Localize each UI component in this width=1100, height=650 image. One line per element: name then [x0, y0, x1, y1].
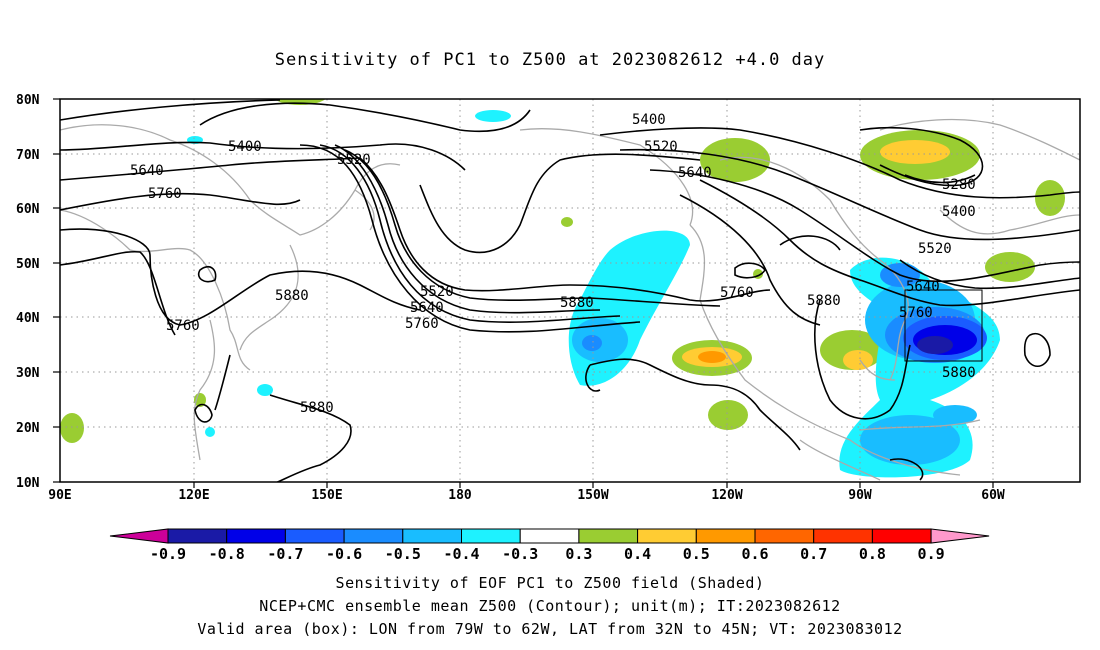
negative-sensitivity-area [582, 335, 602, 351]
lon-label: 180 [448, 488, 472, 503]
caption-contour: NCEP+CMC ensemble mean Z500 (Contour); u… [259, 597, 841, 615]
negative-sensitivity-area [475, 110, 511, 122]
plot-frame [59, 98, 1081, 483]
colorbar-swatch [343, 528, 404, 544]
contour-label: 5520 [918, 241, 952, 257]
colorbar-swatch [813, 528, 873, 544]
negative-sensitivity-area [933, 405, 977, 425]
latitude-axis: 80N 70N 60N 50N 40N 30N 20N 10N [16, 93, 60, 491]
colorbar-swatch [226, 528, 286, 544]
colorbar-label: -0.5 [385, 545, 421, 563]
lon-label: 120E [178, 488, 209, 503]
colorbar-label: 0.8 [859, 545, 886, 563]
contour-label: 5880 [275, 288, 309, 304]
lon-label: 90E [48, 488, 71, 503]
contour-label: 5760 [899, 305, 933, 321]
colorbar-swatch [754, 528, 815, 544]
lon-label: 120W [711, 488, 742, 503]
colorbar-swatch [695, 528, 756, 544]
contour-label: 5520 [337, 152, 371, 168]
lat-label: 80N [16, 93, 40, 108]
contour-label: 5640 [410, 300, 444, 316]
contour-label: 5520 [420, 284, 454, 300]
colorbar-swatch [519, 528, 580, 544]
caption-shaded: Sensitivity of EOF PC1 to Z500 field (Sh… [335, 574, 765, 592]
colorbar-label: -0.6 [326, 545, 362, 563]
positive-sensitivity-core [880, 140, 950, 164]
lon-label: 60W [981, 488, 1005, 503]
contour-label: 5400 [228, 139, 262, 155]
contour-label: 5880 [942, 365, 976, 381]
longitude-axis: 90E 120E 150E 180 150W 120W 90W 60W [48, 482, 1005, 503]
z500-contours [60, 99, 1080, 482]
contour-label-group: 5400 5520 5640 5760 5880 5760 5520 5640 … [130, 112, 976, 416]
contour-label: 5640 [130, 163, 164, 179]
colorbar-label: -0.3 [502, 545, 538, 563]
map-title: Sensitivity of PC1 to Z500 at 2023082612… [274, 50, 826, 70]
positive-sensitivity-area [561, 217, 573, 227]
colorbar-label: -0.8 [209, 545, 245, 563]
colorbar-swatch [284, 528, 345, 544]
lat-label: 10N [16, 476, 40, 491]
contour-label: 5640 [906, 279, 940, 295]
contour-label: 5880 [560, 295, 594, 311]
positive-sensitivity-core [698, 351, 726, 363]
lat-label: 70N [16, 148, 40, 163]
colorbar-swatch [637, 528, 697, 544]
contour-label: 5880 [807, 293, 841, 309]
lat-label: 20N [16, 421, 40, 436]
colorbar-swatch [461, 528, 521, 544]
colorbar-low-triangle [109, 528, 169, 544]
lat-label: 30N [16, 366, 40, 381]
lat-label: 60N [16, 202, 40, 217]
caption-valid-area: Valid area (box): LON from 79W to 62W, L… [197, 620, 903, 638]
colorbar-label: -0.9 [150, 545, 186, 563]
lon-label: 150W [577, 488, 608, 503]
contour-label: 5400 [632, 112, 666, 128]
lon-label: 90W [848, 488, 872, 503]
contour-label: 5520 [644, 139, 678, 155]
contour-label: 5760 [166, 318, 200, 334]
colorbar-label: 0.5 [683, 545, 710, 563]
contour-label: 5640 [678, 165, 712, 181]
contour-label: 5760 [148, 186, 182, 202]
colorbar-swatch [578, 528, 639, 544]
colorbar-label: 0.7 [800, 545, 827, 563]
colorbar-swatch [167, 528, 228, 544]
negative-sensitivity-area [205, 427, 215, 437]
colorbar-high-triangle [930, 528, 990, 544]
contour-label: 5760 [405, 316, 439, 332]
contour-label: 5400 [942, 204, 976, 220]
positive-sensitivity-area [60, 413, 84, 443]
negative-sensitivity-area [257, 384, 273, 396]
colorbar-swatch [402, 528, 462, 544]
lat-label: 50N [16, 257, 40, 272]
lon-label: 150E [311, 488, 342, 503]
colorbar-label: 0.3 [565, 545, 592, 563]
colorbar: -0.9 -0.8 -0.7 -0.6 -0.5 -0.4 -0.3 0.3 0.4 0.5 0.6… [109, 528, 990, 563]
positive-sensitivity-area [700, 138, 770, 182]
colorbar-swatch [871, 528, 932, 544]
colorbar-label: 0.6 [741, 545, 768, 563]
positive-sensitivity-area [274, 99, 326, 105]
positive-sensitivity-core [843, 350, 873, 370]
contour-label: 5880 [300, 400, 334, 416]
negative-sensitivity-area [917, 336, 953, 354]
positive-sensitivity-area [1035, 180, 1065, 216]
positive-sensitivity-area [708, 400, 748, 430]
contour-label: 5280 [942, 177, 976, 193]
lat-label: 40N [16, 311, 40, 326]
contour-label: 5760 [720, 285, 754, 301]
colorbar-label: -0.4 [443, 545, 479, 563]
colorbar-label: -0.7 [267, 545, 303, 563]
valid-area-box [904, 289, 983, 362]
colorbar-label: 0.9 [918, 545, 945, 563]
colorbar-label: 0.4 [624, 545, 651, 563]
